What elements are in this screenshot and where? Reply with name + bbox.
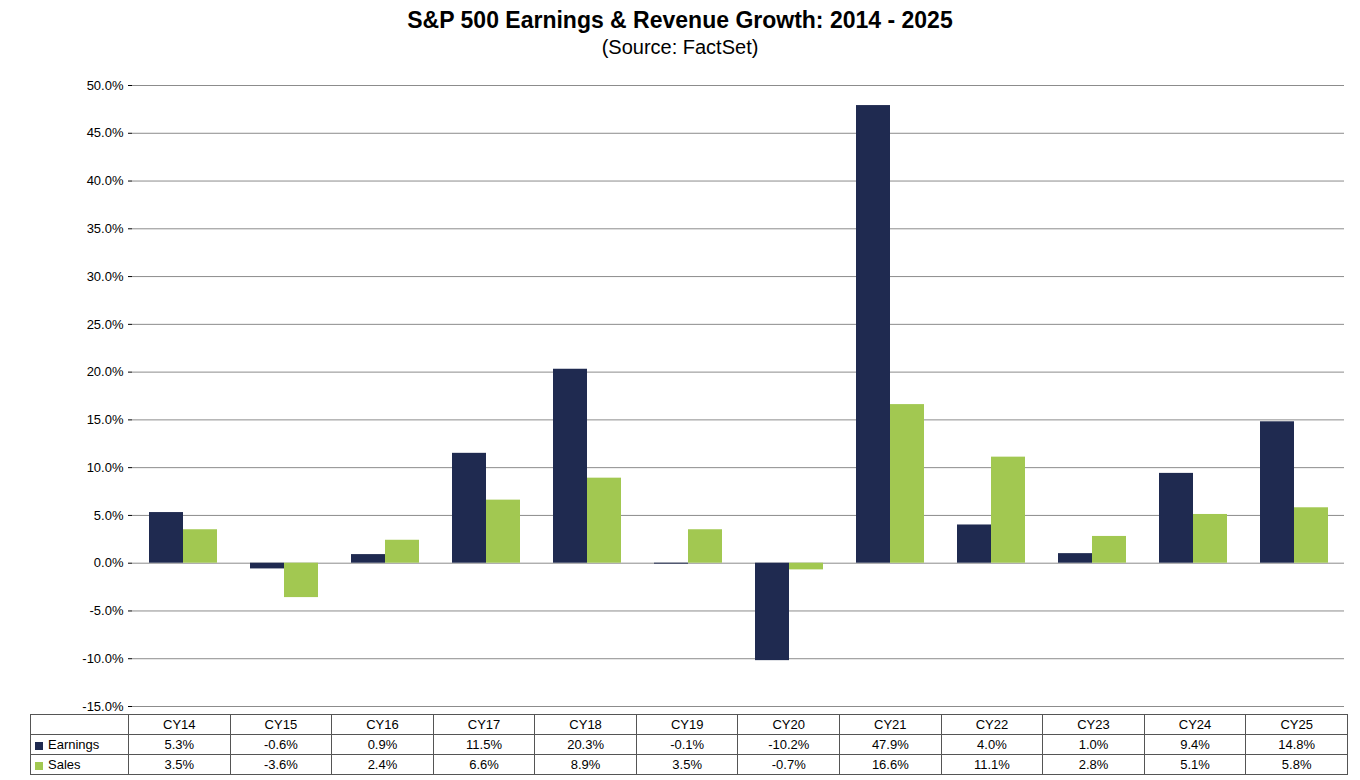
html-text:2.8%: 2.8% (1078, 757, 1109, 772)
html-text:0.9%: 0.9% (367, 737, 398, 752)
html-text:CY22: CY22 (975, 717, 1009, 732)
html-text:11.5%: 11.5% (466, 737, 502, 752)
svg-text:15.0%: 15.0% (87, 412, 124, 427)
svg-text:40.0%: 40.0% (87, 173, 124, 188)
html-text:-10.2%: -10.2% (768, 737, 810, 752)
html-text:CY21: CY21 (874, 717, 907, 732)
svg-text:10.0%: 10.0% (87, 460, 124, 475)
html-text:Earnings: Earnings (48, 737, 100, 752)
svg-text:50.0%: 50.0% (87, 78, 124, 93)
html-text:CY17: CY17 (467, 717, 501, 732)
html-text:5.8%: 5.8% (1281, 757, 1312, 772)
html-text:CY14: CY14 (163, 717, 196, 732)
html-text:CY23: CY23 (1077, 717, 1110, 732)
html-text:11.1%: 11.1% (974, 757, 1010, 772)
svg-text:20.0%: 20.0% (87, 364, 124, 379)
html-text:20.3%: 20.3% (567, 737, 604, 752)
html-text:CY16: CY16 (366, 717, 399, 732)
svg-text:-10.0%: -10.0% (82, 651, 124, 666)
html-text:CY24: CY24 (1178, 717, 1212, 732)
svg-text:-15.0%: -15.0% (82, 699, 124, 714)
html-text:6.6%: 6.6% (469, 757, 499, 772)
html-text:-3.6%: -3.6% (263, 757, 298, 772)
html-text:3.5%: 3.5% (164, 757, 195, 772)
html-text:-0.1%: -0.1% (670, 737, 705, 752)
html-text:5.1%: 5.1% (1180, 757, 1210, 772)
html-text:CY20: CY20 (772, 717, 805, 732)
html-text:5.3%: 5.3% (164, 737, 195, 752)
html-text:8.9%: 8.9% (570, 757, 601, 772)
html-text:3.5%: 3.5% (672, 757, 702, 772)
html-text:2.4%: 2.4% (367, 757, 398, 772)
svg-text:5.0%: 5.0% (94, 508, 124, 523)
html-text:9.4%: 9.4% (1180, 737, 1210, 752)
svg-text:-5.0%: -5.0% (90, 603, 124, 618)
svg-text:45.0%: 45.0% (87, 125, 124, 140)
html-text:4.0%: 4.0% (977, 737, 1007, 752)
html-text:-0.6%: -0.6% (263, 737, 298, 752)
html-text:1.0%: 1.0% (1078, 737, 1109, 752)
html-text:S&P 500 Earnings & Revenue Gro: S&P 500 Earnings & Revenue Growth: 2014 … (407, 7, 953, 33)
html-text:CY19: CY19 (670, 717, 704, 732)
html-text:Sales: Sales (48, 757, 81, 772)
svg-text:30.0%: 30.0% (87, 269, 124, 284)
html-text:(Source: FactSet): (Source: FactSet) (601, 36, 759, 58)
html-text:CY18: CY18 (569, 717, 602, 732)
svg-text:35.0%: 35.0% (87, 221, 124, 236)
html-text:16.6%: 16.6% (871, 757, 909, 772)
html-text:CY25: CY25 (1280, 717, 1313, 732)
html-text:14.8%: 14.8% (1278, 737, 1316, 752)
html-text:CY15: CY15 (264, 717, 298, 732)
html-text:47.9%: 47.9% (871, 737, 909, 752)
svg-text:25.0%: 25.0% (87, 317, 124, 332)
svg-text:0.0%: 0.0% (94, 555, 124, 570)
html-text:-0.7%: -0.7% (771, 757, 806, 772)
